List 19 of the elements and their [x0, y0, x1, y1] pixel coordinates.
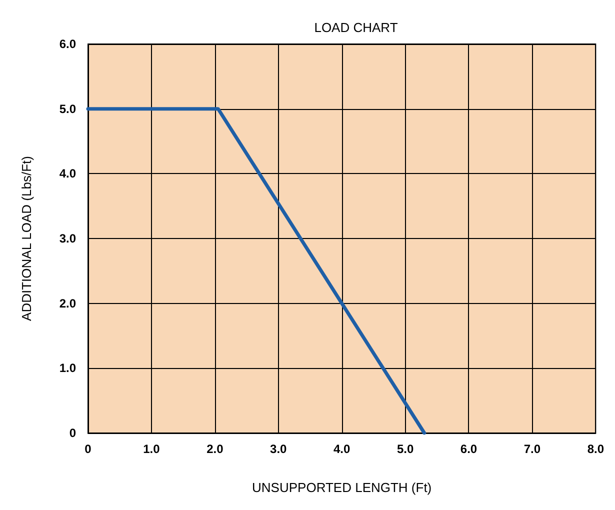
x-tick-label: 3.0: [270, 442, 288, 456]
y-tick-label: 0: [69, 426, 76, 440]
x-axis-title: UNSUPPORTED LENGTH (Ft): [252, 480, 432, 495]
x-tick-label: 8.0: [587, 442, 604, 456]
y-tick-label: 1.0: [59, 361, 76, 376]
chart-title: LOAD CHART: [314, 20, 398, 35]
x-tick-label: 1.0: [143, 442, 160, 456]
x-tick-label: 0: [84, 442, 92, 456]
y-tick-label: 2.0: [59, 296, 76, 310]
y-tick-label: 6.0: [59, 37, 76, 51]
x-tick-label: 6.0: [460, 442, 478, 456]
y-axis-title: ADDITIONAL LOAD (Lbs/Ft): [19, 156, 34, 321]
x-tick-label: 2.0: [206, 442, 224, 456]
x-tick-label: 7.0: [524, 442, 541, 456]
x-tick-label: 4.0: [333, 442, 350, 456]
y-tick-label: 3.0: [59, 232, 76, 246]
y-tick-label: 4.0: [59, 166, 76, 181]
x-tick-label: 5.0: [396, 442, 414, 456]
y-tick-label: 5.0: [59, 102, 76, 116]
